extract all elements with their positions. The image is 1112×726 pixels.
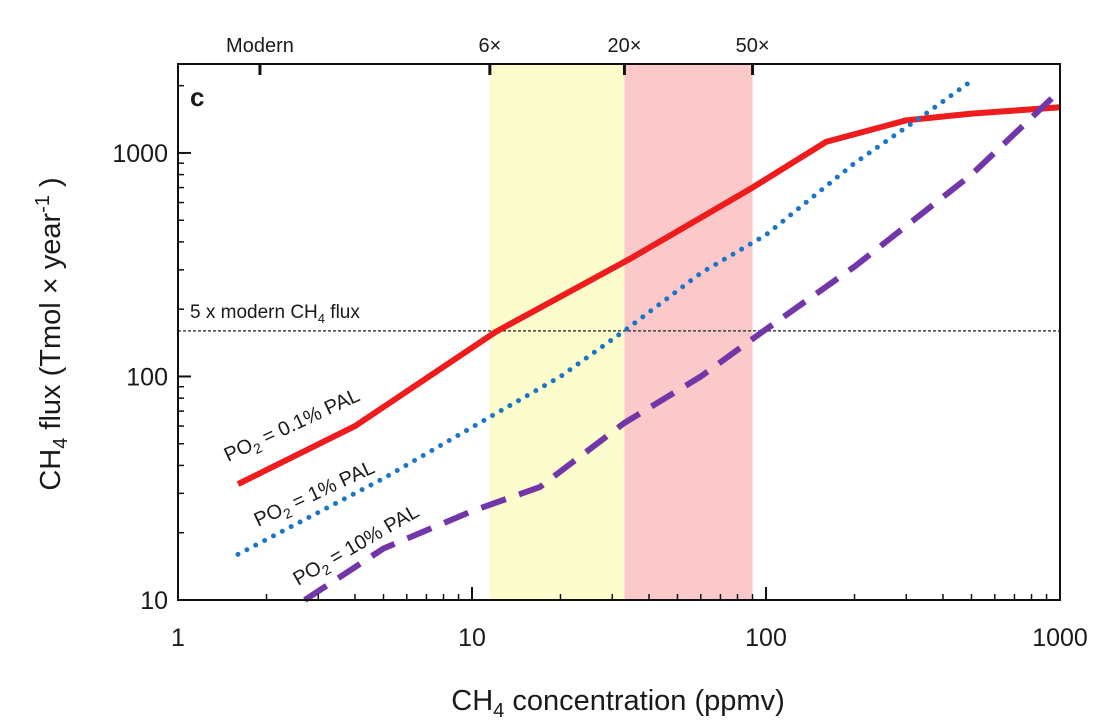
series-line-2 bbox=[303, 88, 1063, 603]
series-group bbox=[235, 78, 1063, 603]
x-axis-label: CH4 concentration (ppmv) bbox=[451, 685, 784, 722]
x-tick-label: 1 bbox=[171, 624, 185, 652]
reference-line-label: 5 x modern CH4 flux bbox=[190, 302, 360, 326]
shaded-band-1 bbox=[624, 64, 753, 600]
top-tick-label: 6× bbox=[478, 35, 501, 57]
plot-frame bbox=[177, 63, 1061, 601]
shaded-band-0 bbox=[489, 64, 625, 600]
x-tick-label: 1000 bbox=[1032, 624, 1088, 652]
y-tick-label: 10 bbox=[140, 587, 168, 615]
shaded-bands bbox=[489, 64, 753, 600]
x-tick-label: 10 bbox=[458, 624, 486, 652]
y-tick-label: 100 bbox=[126, 363, 168, 391]
panel-label: c bbox=[190, 82, 204, 112]
series-line-1 bbox=[235, 78, 974, 557]
series-line-0 bbox=[236, 104, 1061, 487]
y-tick-label: 1000 bbox=[112, 140, 168, 168]
top-tick-label: Modern bbox=[226, 35, 294, 57]
x-tick-label: 100 bbox=[745, 624, 787, 652]
top-tick-label: 20× bbox=[607, 35, 641, 57]
series-label-2: PO2 = 10% PAL bbox=[290, 501, 425, 593]
top-tick-label: 50× bbox=[736, 35, 770, 57]
y-axis-label: CH4 flux (Tmol × year-1 ) bbox=[32, 177, 72, 490]
